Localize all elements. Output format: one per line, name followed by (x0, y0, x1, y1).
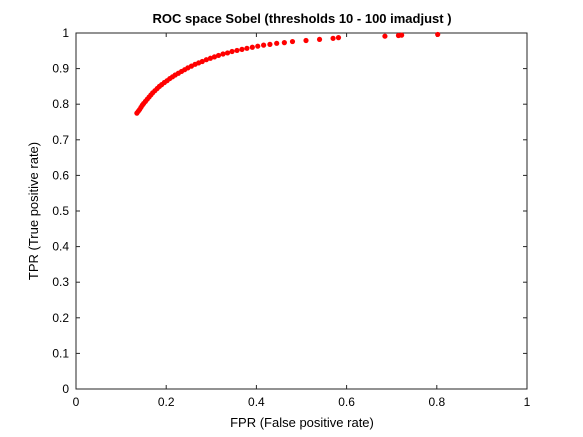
y-tick-label: 0.1 (52, 346, 69, 360)
data-point (207, 55, 213, 61)
y-tick-label: 0.5 (52, 204, 69, 218)
x-tick-label: 0.4 (248, 395, 265, 409)
data-point (203, 57, 209, 63)
data-point (249, 44, 255, 50)
y-tick-label: 0 (62, 382, 69, 396)
data-point (229, 48, 235, 55)
x-axis-ticks: 0 0.2 0.4 0.6 0.8 1 (73, 33, 531, 409)
data-point (211, 54, 218, 60)
data-point (281, 40, 287, 46)
data-point (316, 36, 323, 43)
x-tick-label: 0.6 (338, 395, 355, 409)
y-tick-label: 0.6 (52, 168, 69, 182)
data-point (289, 38, 296, 45)
data-point (435, 31, 441, 38)
x-axis-label: FPR (False positive rate) (230, 415, 374, 430)
y-tick-label: 0.9 (52, 62, 69, 76)
y-tick-label: 0.8 (52, 97, 69, 111)
data-point (199, 58, 205, 65)
data-point (399, 32, 405, 38)
x-tick-label: 0.2 (158, 395, 175, 409)
y-axis-ticks: 0 0.1 0.2 0.3 0.4 0.5 0.6 0.7 0.8 0.9 1 (52, 26, 527, 396)
x-tick-label: 0 (73, 395, 80, 409)
data-point (274, 40, 280, 46)
y-tick-label: 1 (62, 26, 69, 40)
data-point (244, 45, 250, 51)
y-tick-label: 0.4 (52, 240, 69, 254)
data-point (234, 47, 240, 54)
data-point (255, 43, 261, 49)
data-point (303, 37, 309, 44)
data-point (382, 33, 388, 39)
chart-title: ROC space Sobel (thresholds 10 - 100 ima… (152, 11, 451, 26)
data-point (224, 50, 231, 56)
data-point (330, 35, 336, 41)
y-axis-label: TPR (True positive rate) (26, 142, 41, 280)
y-tick-label: 0.3 (52, 275, 69, 289)
data-point (335, 35, 342, 41)
data-point (267, 41, 273, 47)
data-point (220, 51, 226, 57)
data-point (261, 42, 267, 48)
data-point (215, 52, 222, 59)
data-points (134, 31, 441, 116)
data-point (239, 46, 245, 52)
y-tick-label: 0.7 (52, 133, 69, 147)
x-tick-label: 0.8 (428, 395, 445, 409)
y-tick-label: 0.2 (52, 311, 69, 325)
x-tick-label: 1 (524, 395, 531, 409)
